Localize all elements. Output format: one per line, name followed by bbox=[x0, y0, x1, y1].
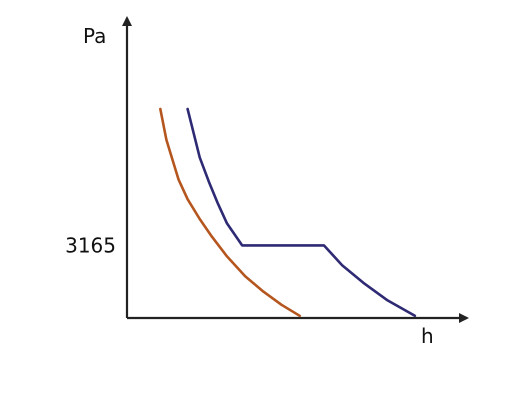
y-tick-label: 3165 bbox=[65, 233, 116, 257]
x-axis-label: h bbox=[421, 324, 434, 348]
y-axis-label: Pa bbox=[83, 24, 106, 48]
series-group bbox=[159, 107, 417, 318]
series-line-2 bbox=[186, 107, 417, 318]
series-line-1 bbox=[159, 107, 302, 318]
y-ticks-group: 3165 bbox=[65, 233, 116, 257]
